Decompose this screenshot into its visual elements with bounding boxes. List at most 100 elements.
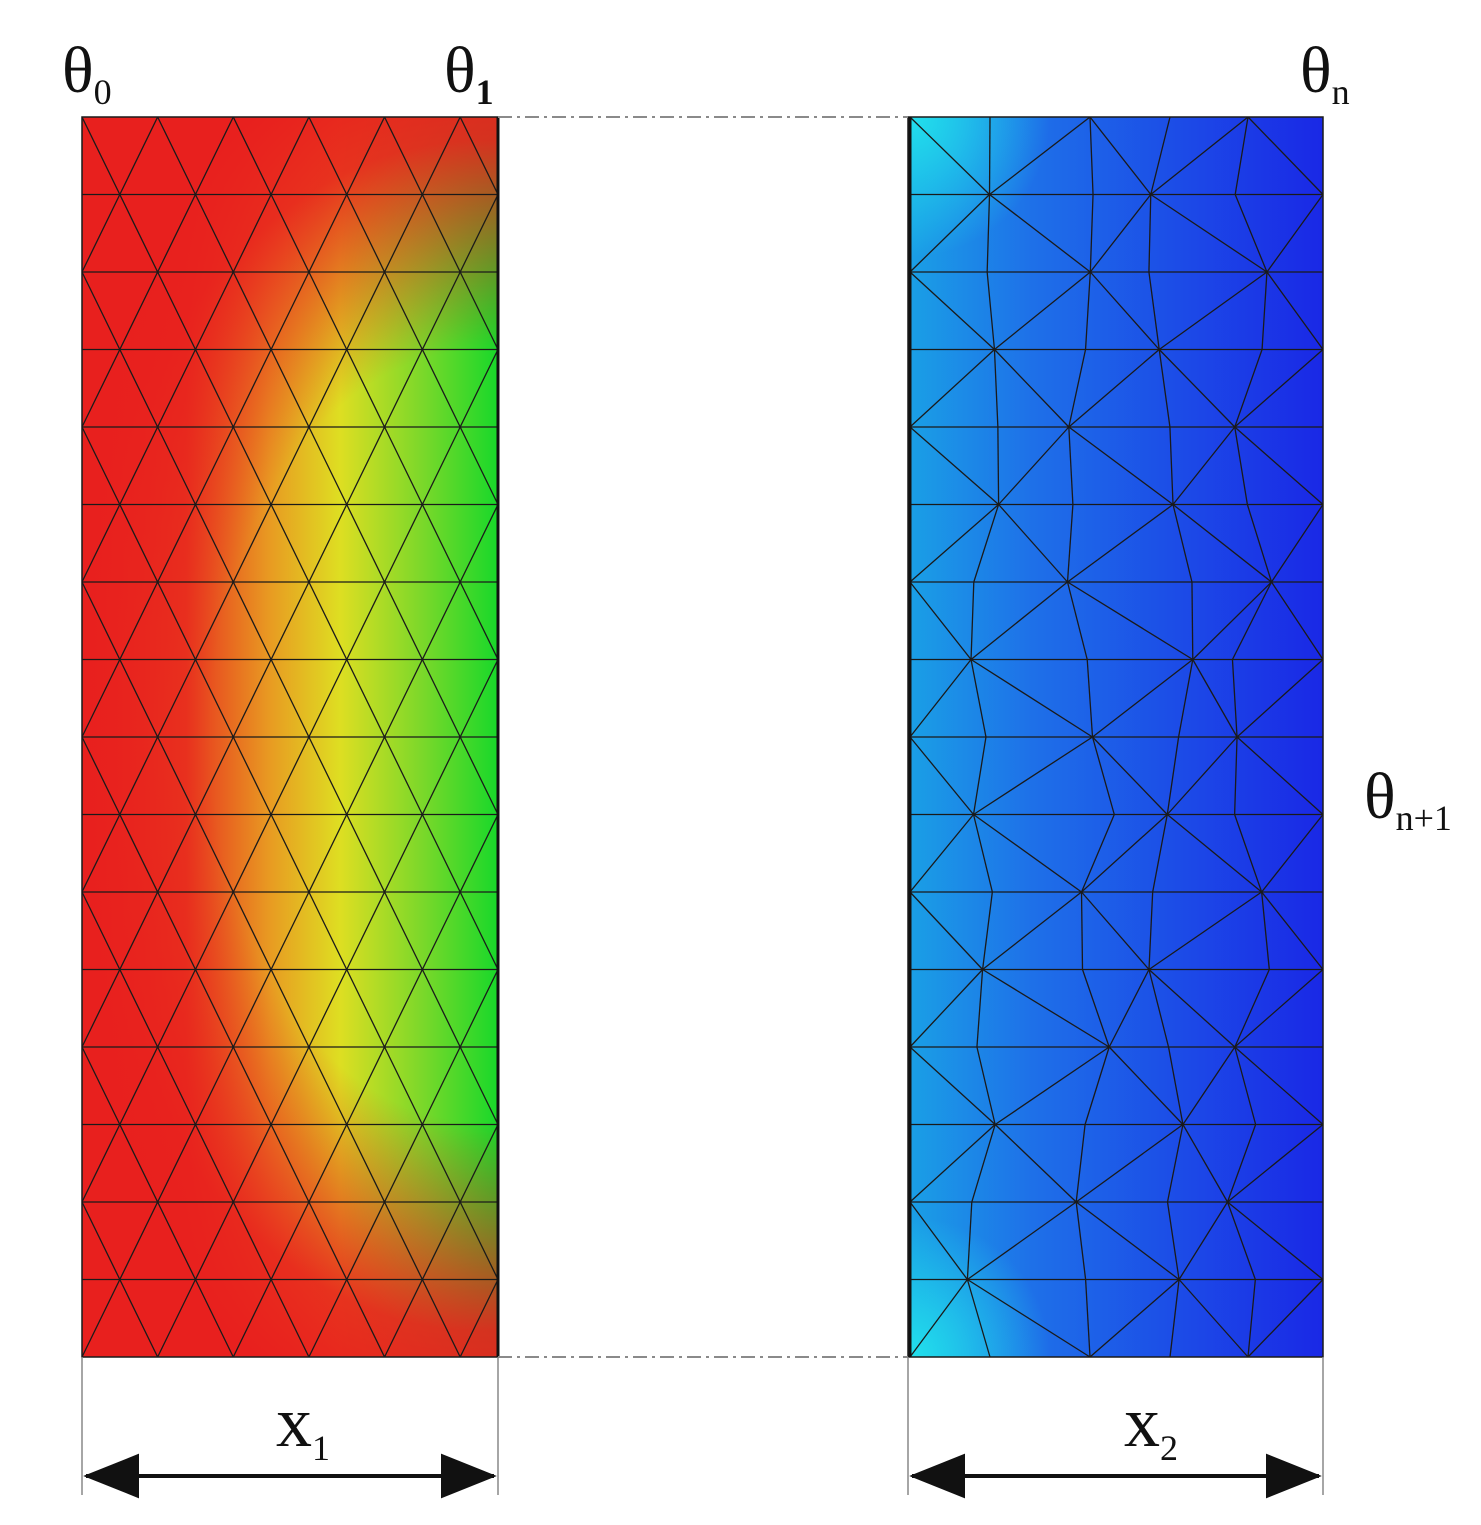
mesh-edge	[909, 1279, 968, 1358]
mesh-edge	[232, 116, 272, 195]
mesh-edge	[1178, 1201, 1229, 1280]
mesh-edge	[157, 1201, 197, 1280]
mesh-edge	[1091, 736, 1115, 815]
mesh-edge	[909, 1201, 968, 1280]
mesh-edge	[1182, 1124, 1229, 1203]
mesh-edge	[421, 1124, 461, 1203]
mesh-edge	[346, 349, 386, 428]
mesh-edge	[973, 813, 1082, 893]
mesh-edge	[986, 194, 991, 273]
mesh-edge	[270, 116, 310, 195]
mesh-edge	[1182, 1046, 1236, 1125]
mesh-edge	[119, 116, 159, 195]
mesh-edge	[194, 814, 234, 893]
mesh-edge	[157, 1046, 197, 1125]
mesh-edge	[194, 581, 234, 660]
mesh-edge	[1068, 426, 1174, 506]
mesh-edge	[1172, 504, 1193, 583]
right-layer-border	[907, 116, 1324, 1358]
mesh-edge	[1148, 891, 1263, 971]
mesh-edge	[1166, 736, 1180, 815]
mesh-edge	[81, 891, 121, 970]
mesh-edge	[119, 969, 159, 1048]
mesh-edge	[421, 1279, 461, 1358]
mesh-edge	[986, 271, 996, 350]
mesh-edge	[1089, 116, 1094, 195]
mesh-edge	[194, 1124, 234, 1203]
mesh-edge	[1089, 271, 1160, 350]
mesh-edge	[459, 1046, 499, 1125]
mesh-edge	[1234, 426, 1324, 505]
mesh-edge	[1068, 426, 1074, 505]
mesh-edge	[1166, 813, 1263, 893]
mesh-edge	[383, 581, 423, 660]
mesh-edge	[81, 194, 121, 273]
mesh-edge	[1234, 814, 1263, 893]
mesh-edge	[989, 193, 1091, 273]
mesh-edge	[973, 736, 1093, 816]
mesh-edge	[1081, 969, 1110, 1048]
mesh-edge	[383, 659, 423, 738]
mesh-edge	[421, 504, 461, 583]
mesh-edge	[1075, 1201, 1087, 1280]
mesh-edge	[157, 581, 197, 660]
mesh-edge	[459, 814, 499, 893]
mesh-edge	[998, 426, 1070, 505]
mesh-edge	[119, 1046, 159, 1125]
mesh-edge	[308, 1201, 348, 1280]
mesh-edge	[1158, 271, 1268, 351]
mesh-edge	[383, 891, 423, 970]
mesh-edge	[1148, 271, 1160, 350]
mesh-edge	[346, 1124, 386, 1203]
mesh-edge	[194, 659, 234, 738]
mesh-edge	[1158, 349, 1171, 428]
right-layer-corner-bottom	[908, 1157, 1108, 1357]
mesh-edge	[383, 349, 423, 428]
mesh-edge	[157, 891, 197, 970]
mesh-edge	[1177, 659, 1194, 738]
mesh-edge	[232, 194, 272, 273]
mesh-edge	[308, 581, 348, 660]
mesh-edge	[459, 891, 499, 970]
mesh-edge	[194, 736, 234, 815]
mesh-edge	[383, 1201, 423, 1280]
mesh-edge	[459, 271, 499, 350]
mesh-edge	[976, 969, 984, 1048]
mesh-edge	[1166, 1124, 1184, 1203]
mesh-edge	[383, 504, 423, 583]
mesh-edge	[232, 969, 272, 1048]
mesh-edge	[157, 969, 197, 1048]
mesh-edge	[157, 194, 197, 273]
mesh-edge	[1226, 1201, 1256, 1280]
mesh-edge	[1166, 736, 1238, 815]
mesh-edge	[1067, 503, 1174, 583]
mesh-edge	[1108, 969, 1150, 1048]
mesh-edge	[1169, 1279, 1180, 1358]
mesh-edge	[1080, 891, 1084, 970]
mesh-edge	[459, 504, 499, 583]
mesh-edge	[1172, 503, 1272, 583]
mesh-edge	[157, 426, 197, 505]
mesh-edge	[1166, 1201, 1180, 1280]
mesh-edge	[119, 1279, 159, 1358]
mesh-edge	[1233, 736, 1238, 815]
mesh-edge	[270, 1201, 310, 1280]
mesh-edge	[982, 891, 1082, 971]
mesh-edge	[421, 116, 461, 195]
mesh-edge	[1148, 891, 1154, 970]
mesh-edge	[194, 1201, 234, 1280]
mesh-edge	[989, 116, 1091, 196]
mesh-edge	[909, 814, 975, 893]
mesh-edge	[1089, 1279, 1180, 1358]
mesh-edge	[970, 581, 975, 660]
mesh-edge	[421, 426, 461, 505]
mesh-edge	[1247, 116, 1324, 195]
mesh-edge	[421, 659, 461, 738]
mesh-edge	[1080, 814, 1115, 893]
mesh-edge	[1089, 194, 1152, 273]
mesh-edge	[194, 1279, 234, 1358]
mesh-edge	[119, 194, 159, 273]
mesh-edge	[194, 504, 234, 583]
mesh-edge	[1081, 814, 1168, 893]
